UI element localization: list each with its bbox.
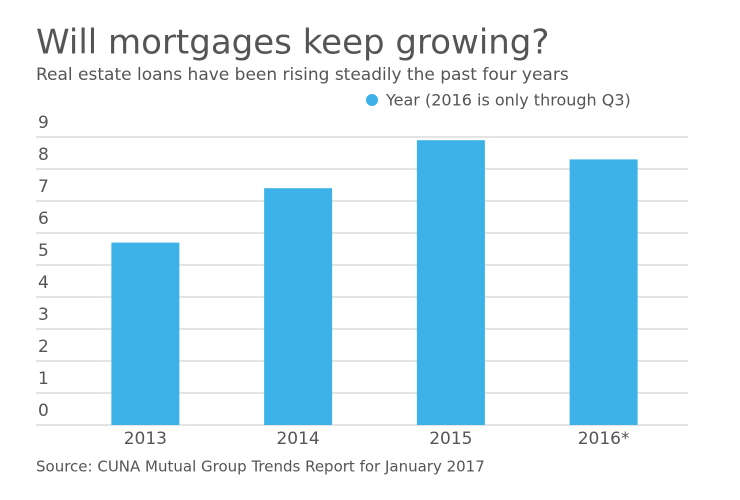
legend-label: Year (2016 is only through Q3) (385, 91, 631, 110)
source-note: Source: CUNA Mutual Group Trends Report … (36, 458, 485, 476)
y-tick-label: 0 (38, 401, 49, 421)
bar (569, 159, 638, 425)
bar (416, 140, 485, 425)
chart-subtitle: Real estate loans have been rising stead… (36, 65, 569, 85)
x-tick-label: 2013 (124, 429, 167, 449)
x-tick-label: 2015 (429, 429, 472, 449)
x-tick-label: 2016* (578, 429, 630, 449)
x-tick-label: 2014 (276, 429, 319, 449)
y-tick-label: 4 (38, 273, 49, 293)
y-tick-label: 3 (38, 305, 49, 325)
y-tick-label: 2 (38, 337, 49, 357)
chart-title: Will mortgages keep growing? (36, 23, 549, 63)
y-tick-label: 5 (38, 241, 49, 261)
y-tick-label: 7 (38, 177, 49, 197)
y-tick-label: 1 (38, 369, 49, 389)
legend-marker (366, 94, 378, 106)
y-tick-label: 6 (38, 209, 49, 229)
bar (111, 242, 180, 425)
y-tick-label: 9 (38, 113, 49, 133)
y-tick-label: 8 (38, 145, 49, 165)
bar (264, 188, 333, 425)
